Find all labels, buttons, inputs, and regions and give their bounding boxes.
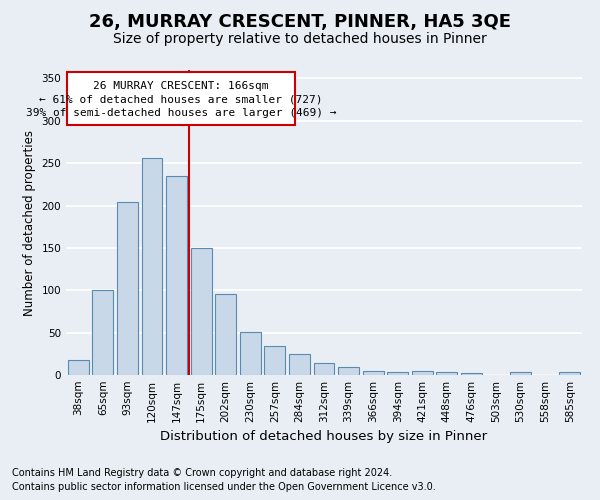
Bar — [412, 371, 433, 375]
Text: Contains public sector information licensed under the Open Government Licence v3: Contains public sector information licen… — [12, 482, 436, 492]
Bar — [265, 346, 286, 375]
Bar — [117, 202, 138, 375]
Bar — [68, 360, 89, 375]
Bar — [289, 354, 310, 375]
Text: 39% of semi-detached houses are larger (469) →: 39% of semi-detached houses are larger (… — [26, 108, 336, 118]
Bar — [314, 363, 334, 375]
Bar — [166, 176, 187, 375]
X-axis label: Distribution of detached houses by size in Pinner: Distribution of detached houses by size … — [160, 430, 488, 444]
Text: Contains HM Land Registry data © Crown copyright and database right 2024.: Contains HM Land Registry data © Crown c… — [12, 468, 392, 477]
Bar — [142, 158, 163, 375]
Text: 26, MURRAY CRESCENT, PINNER, HA5 3QE: 26, MURRAY CRESCENT, PINNER, HA5 3QE — [89, 12, 511, 30]
Bar — [559, 372, 580, 375]
Bar — [240, 332, 261, 375]
Bar — [67, 72, 295, 125]
Bar — [191, 248, 212, 375]
Bar — [461, 374, 482, 375]
Bar — [362, 371, 383, 375]
Bar — [338, 368, 359, 375]
Bar — [387, 372, 408, 375]
Text: ← 61% of detached houses are smaller (727): ← 61% of detached houses are smaller (72… — [39, 94, 323, 104]
Bar — [510, 372, 531, 375]
Bar — [436, 372, 457, 375]
Bar — [215, 294, 236, 375]
Y-axis label: Number of detached properties: Number of detached properties — [23, 130, 36, 316]
Text: 26 MURRAY CRESCENT: 166sqm: 26 MURRAY CRESCENT: 166sqm — [93, 81, 269, 91]
Text: Size of property relative to detached houses in Pinner: Size of property relative to detached ho… — [113, 32, 487, 46]
Bar — [92, 290, 113, 375]
